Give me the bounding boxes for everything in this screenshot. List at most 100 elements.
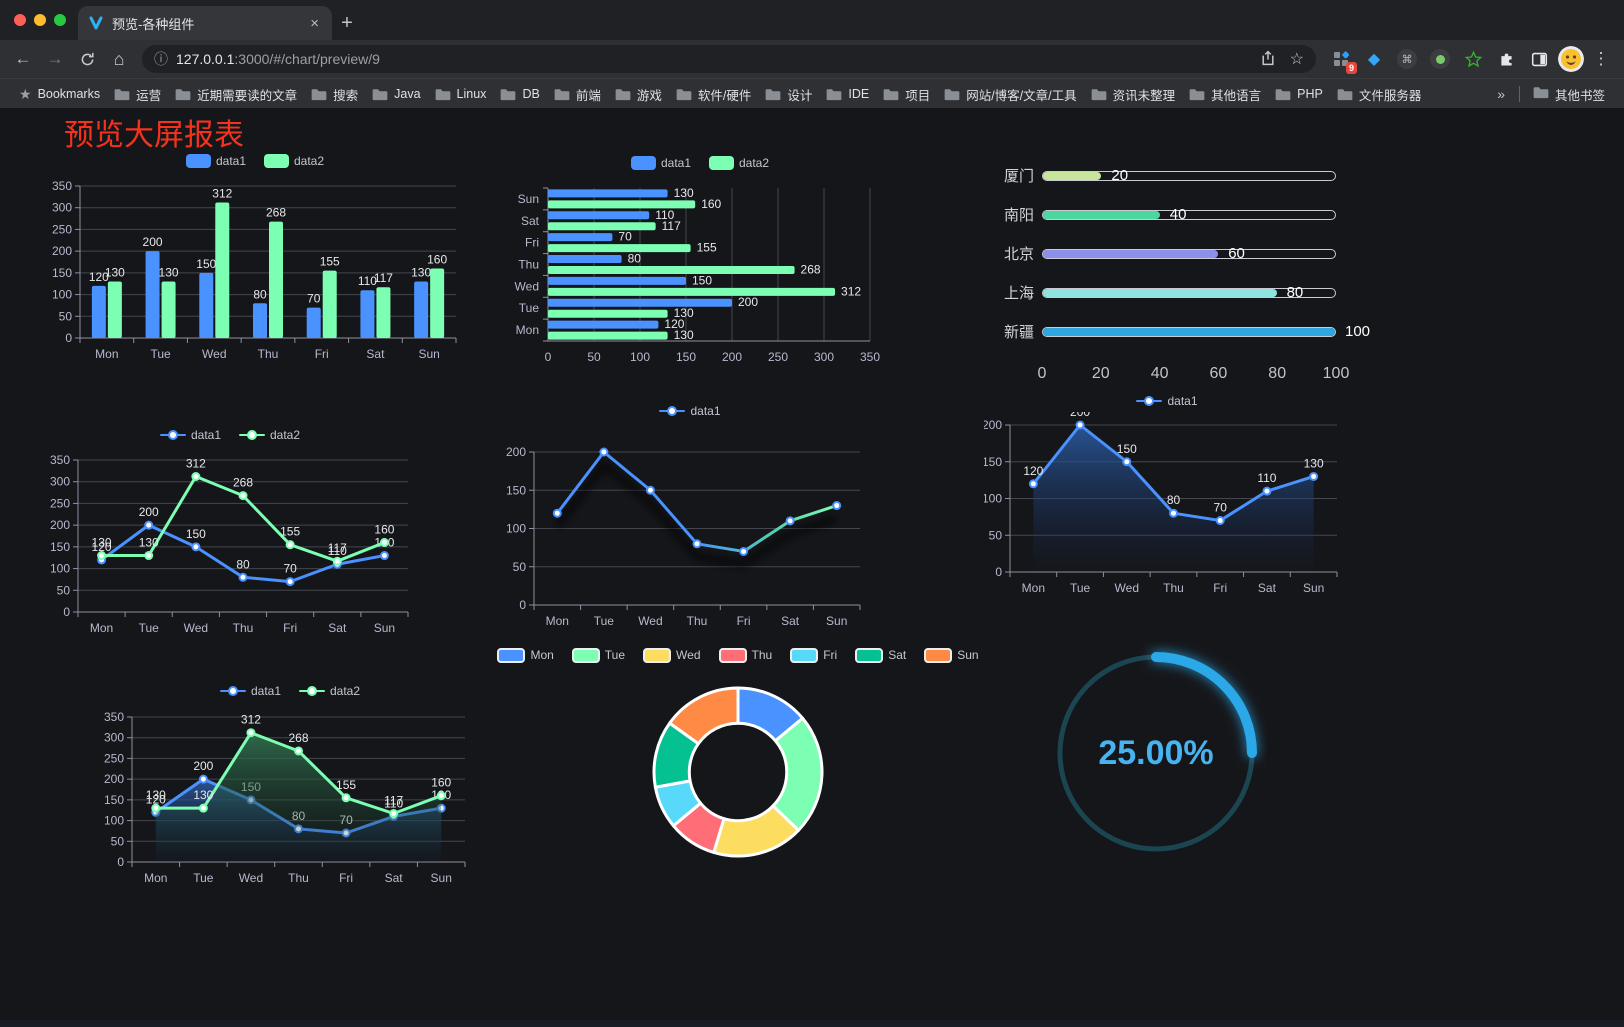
legend-item-Wed[interactable]: Wed — [643, 647, 701, 663]
legend-item-Mon[interactable]: Mon — [497, 647, 554, 663]
folder-icon — [676, 88, 692, 101]
svg-text:200: 200 — [104, 772, 124, 786]
progress-fill — [1043, 288, 1277, 297]
svg-text:Tue: Tue — [150, 347, 171, 361]
legend-label: Tue — [604, 648, 626, 662]
chart-area-single: data1 0 50 100 150 200 Mon Tue Wed Thu Fri Sat Sun 12… — [982, 390, 1350, 603]
svg-text:130: 130 — [159, 266, 179, 280]
bookmark-folder-Java[interactable]: Java — [365, 84, 427, 104]
bookmarks-root[interactable]: ★ Bookmarks — [12, 83, 107, 106]
share-icon[interactable] — [1260, 49, 1276, 70]
svg-text:70: 70 — [618, 230, 632, 244]
bookmark-folder-Linux[interactable]: Linux — [428, 84, 494, 104]
recorder-extension-icon[interactable] — [1429, 48, 1451, 70]
legend-item-Sun[interactable]: Sun — [924, 647, 979, 663]
bookmark-folder-PHP[interactable]: PHP — [1268, 84, 1330, 104]
svg-text:130: 130 — [146, 788, 166, 802]
bookmark-folder-设计[interactable]: 设计 — [758, 82, 819, 107]
svg-text:268: 268 — [801, 263, 821, 277]
legend-label: data2 — [330, 684, 361, 698]
command-extension-icon[interactable]: ⌘ — [1396, 48, 1418, 70]
legend-item-Fri[interactable]: Fri — [790, 647, 837, 663]
bookmark-star-icon[interactable]: ☆ — [1289, 51, 1304, 68]
legend-item-Tue[interactable]: Tue — [571, 647, 626, 663]
side-panel-icon[interactable] — [1528, 48, 1550, 70]
legend-item-data2[interactable]: data2 — [264, 154, 324, 168]
bookmark-folder-网站/博客/文章/工具[interactable]: 网站/博客/文章/工具 — [937, 82, 1083, 107]
tab-manager-extension-icon[interactable]: 9 — [1330, 48, 1357, 74]
legend-item-data1[interactable]: data1 — [185, 154, 246, 168]
folder-icon — [944, 88, 960, 101]
legend-item-data2[interactable]: data2 — [239, 428, 300, 442]
bookmarks-overflow-chevron[interactable]: » — [1497, 86, 1505, 102]
legend-item-Sat[interactable]: Sat — [855, 647, 906, 663]
legend-item-data1[interactable]: data1 — [630, 156, 691, 170]
svg-text:150: 150 — [1117, 442, 1137, 456]
legend-label: data2 — [270, 428, 301, 442]
bookmark-folder-软件/硬件[interactable]: 软件/硬件 — [669, 82, 758, 107]
bookmark-folder-前端[interactable]: 前端 — [547, 82, 608, 107]
legend-item-data1[interactable]: data1 — [1136, 394, 1198, 408]
legend-marker-icon — [790, 647, 819, 663]
address-bar[interactable]: ⓘ 127.0.0.1:3000/#/chart/preview/9 ☆ — [142, 45, 1316, 73]
donut-slice-Sun[interactable] — [668, 686, 740, 746]
back-button[interactable]: ← — [14, 49, 32, 68]
bookmark-folder-文件服务器[interactable]: 文件服务器 — [1330, 82, 1429, 107]
profile-avatar[interactable] — [1558, 46, 1584, 72]
svg-text:50: 50 — [587, 350, 601, 364]
gauge-value: 25.00% — [1098, 733, 1214, 772]
svg-text:Wed: Wed — [239, 871, 263, 885]
legend-label: data1 — [250, 684, 281, 698]
legend-item-Thu[interactable]: Thu — [718, 647, 773, 663]
legend-marker-icon — [659, 405, 686, 417]
green-star-extension-icon[interactable] — [1462, 48, 1484, 70]
bookmark-folder-DB[interactable]: DB — [493, 84, 546, 104]
legend-marker-icon — [219, 685, 246, 697]
bookmark-folder-其他语言[interactable]: 其他语言 — [1182, 82, 1268, 107]
home-button[interactable]: ⌂ — [113, 48, 125, 69]
new-tab-button[interactable]: + — [341, 11, 353, 34]
progress-value: 60 — [1228, 244, 1245, 262]
bookmark-folder-近期需要读的文章[interactable]: 近期需要读的文章 — [168, 82, 304, 107]
svg-text:100: 100 — [52, 288, 72, 302]
other-bookmarks-folder[interactable]: 其他书签 — [1526, 82, 1612, 107]
legend-item-data1[interactable]: data1 — [219, 684, 281, 698]
zoom-window-button[interactable] — [54, 14, 66, 26]
legend-item-data1[interactable]: data1 — [659, 404, 721, 418]
legend-item-data2[interactable]: data2 — [709, 156, 769, 170]
svg-text:120: 120 — [92, 540, 112, 554]
folder-icon — [1337, 88, 1353, 101]
legend-item-data1[interactable]: data1 — [159, 428, 221, 442]
bookmark-folder-项目[interactable]: 项目 — [876, 82, 937, 107]
legend-item-data2[interactable]: data2 — [299, 684, 360, 698]
svg-text:110: 110 — [1257, 471, 1276, 485]
progress-row-上海: 上海 80 — [986, 273, 1352, 312]
svg-text:350: 350 — [860, 350, 880, 364]
legend-label: Thu — [751, 648, 773, 662]
folder-icon — [114, 88, 130, 101]
tab-close-icon[interactable]: × — [310, 14, 319, 32]
svg-text:250: 250 — [768, 350, 788, 364]
svg-text:Thu: Thu — [518, 258, 539, 272]
bookmark-folder-IDE[interactable]: IDE — [819, 84, 876, 104]
browser-tab[interactable]: 预览-各种组件 × — [78, 6, 332, 40]
bookmark-folder-运营[interactable]: 运营 — [107, 82, 168, 107]
chart-area-dual: data1 data2 0 50 100 150 200 250 300 350 Mon Tue Wed… — [100, 680, 480, 893]
puzzle-extensions-icon[interactable] — [1495, 48, 1517, 70]
svg-text:80: 80 — [253, 287, 267, 301]
close-window-button[interactable] — [14, 14, 26, 26]
forward-button[interactable]: → — [46, 49, 64, 68]
site-info-icon[interactable]: ⓘ — [154, 51, 168, 67]
svg-text:117: 117 — [384, 794, 403, 808]
svg-text:Fri: Fri — [315, 347, 329, 361]
reload-button[interactable] — [72, 44, 102, 74]
bookmark-folder-资讯未整理[interactable]: 资讯未整理 — [1084, 82, 1183, 107]
minimize-window-button[interactable] — [34, 14, 46, 26]
chart-legend: data1 data2 — [38, 424, 422, 446]
svg-text:200: 200 — [738, 295, 758, 309]
bookmark-folder-label: IDE — [848, 87, 870, 101]
bookmark-folder-搜索[interactable]: 搜索 — [304, 82, 365, 107]
bookmark-folder-游戏[interactable]: 游戏 — [608, 82, 669, 107]
gem-extension-icon[interactable]: ◆ — [1367, 51, 1381, 68]
browser-menu-icon[interactable]: ⋮ — [1592, 49, 1610, 68]
